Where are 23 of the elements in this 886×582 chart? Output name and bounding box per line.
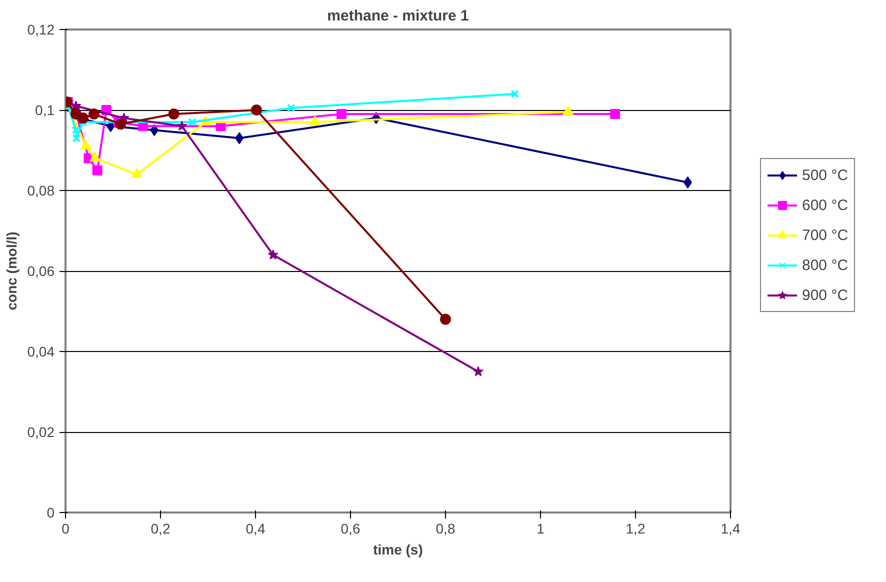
x-tick-label: 0,4 bbox=[246, 520, 266, 536]
x-tick-label: 0,8 bbox=[436, 520, 456, 536]
x-axis-title: time (s) bbox=[373, 542, 423, 558]
y-tick-label: 0,12 bbox=[27, 22, 55, 38]
chart-title: methane - mixture 1 bbox=[327, 8, 469, 24]
legend-label: 800 °C bbox=[802, 256, 848, 274]
y-tick-label: 0,04 bbox=[27, 344, 55, 360]
legend-label: 700 °C bbox=[802, 226, 848, 244]
x-tick-label: 1,2 bbox=[626, 520, 646, 536]
y-tick-label: 0,02 bbox=[27, 424, 55, 440]
x-tick-label: 0 bbox=[62, 520, 70, 536]
x-tick-label: 0,2 bbox=[150, 520, 170, 536]
legend-label: 500 °C bbox=[802, 166, 848, 184]
y-axis-title: conc (mol/l) bbox=[3, 232, 20, 310]
x-tick-label: 0,6 bbox=[340, 520, 360, 536]
x-tick-label: 1 bbox=[536, 520, 545, 536]
y-tick-label: 0,1 bbox=[35, 102, 55, 118]
legend-label: 600 °C bbox=[802, 196, 848, 214]
legend-label: 900 °C bbox=[802, 286, 848, 304]
y-tick-label: 0,08 bbox=[27, 182, 55, 198]
y-tick-label: 0 bbox=[46, 504, 55, 520]
x-tick-label: 1,4 bbox=[720, 520, 740, 536]
y-tick-label: 0,06 bbox=[27, 263, 55, 279]
